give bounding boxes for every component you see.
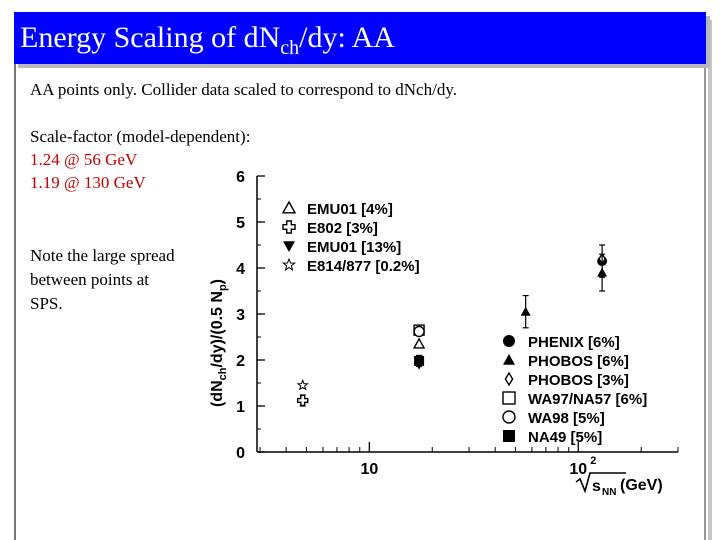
sqrt-icon	[575, 472, 626, 494]
legend-marker-square-open	[502, 391, 516, 405]
x-tick-label: 10	[360, 461, 378, 478]
scale-factor-130: 1.19 @ 130 GeV	[30, 173, 146, 192]
legend-marker-cross-open	[282, 220, 296, 234]
data-point-triangle-down	[414, 360, 425, 370]
x-tick-label: 10	[569, 461, 587, 478]
legend-marker-star	[281, 257, 297, 272]
legend-label: E802 [3%]	[307, 220, 378, 237]
data-point-triangle	[520, 306, 531, 316]
scale-factor-heading: Scale-factor (model-dependent):	[30, 127, 251, 146]
legend-label: PHOBOS [3%]	[528, 372, 629, 389]
y-tick-label: 5	[236, 215, 245, 232]
note-line-2: between points at	[30, 270, 149, 289]
legend-label: EMU01 [13%]	[307, 239, 401, 256]
legend-label: EMU01 [4%]	[307, 201, 393, 218]
legend-marker-triangle	[503, 354, 515, 365]
note-line-1: Note the large spread	[30, 246, 175, 265]
note-line-3: SPS.	[30, 294, 63, 313]
data-point-cross-open	[297, 394, 309, 407]
svg-text:s: s	[592, 478, 601, 495]
y-tick-label: 6	[236, 169, 245, 186]
legend-marker-diamond-open	[504, 371, 514, 387]
x-axis-label: s NN (GeV)	[575, 472, 663, 498]
legend-label: NA49 [5%]	[528, 429, 602, 446]
y-axis-label: (dNch/dy)/(0.5 Np)	[209, 279, 229, 407]
title-tail: /dy: AA	[299, 21, 395, 54]
data-point-triangle	[597, 267, 608, 277]
y-tick-label: 1	[236, 399, 245, 416]
legend-marker-triangle-open	[281, 200, 297, 214]
title-main: Energy Scaling of dN	[20, 21, 281, 54]
slide-frame	[14, 64, 706, 540]
title-subscript: ch	[280, 37, 300, 59]
intro-line: AA points only. Collider data scaled to …	[30, 80, 457, 99]
svg-text:(GeV): (GeV)	[620, 477, 663, 494]
data-point-triangle-open	[412, 337, 426, 349]
legend-label: E814/877 [0.2%]	[307, 258, 420, 275]
legend-marker-triangle-down	[283, 241, 295, 252]
svg-text:NN: NN	[602, 487, 616, 498]
legend-label: PHOBOS [6%]	[528, 353, 629, 370]
legend-label: PHENIX [6%]	[528, 334, 620, 351]
data-point-circle-open	[413, 325, 425, 338]
legend-marker-circle-open	[502, 410, 516, 424]
x-tick-exponent: 2	[590, 455, 596, 467]
legend-label: WA97/NA57 [6%]	[528, 391, 647, 408]
slide-shadow	[708, 20, 712, 540]
y-tick-label: 4	[236, 261, 245, 278]
scale-factor-56: 1.24 @ 56 GeV	[30, 150, 138, 169]
legend-label: WA98 [5%]	[528, 410, 605, 427]
title-bar: Energy Scaling of dNch/dy: AA	[14, 12, 706, 64]
y-tick-label: 3	[236, 307, 245, 324]
data-point-star	[296, 378, 309, 391]
legend-marker-square	[503, 430, 515, 442]
y-tick-label: 0	[236, 445, 245, 462]
legend-marker-circle	[503, 335, 515, 347]
slide-title: Energy Scaling of dNch/dy: AA	[20, 18, 395, 68]
y-tick-label: 2	[236, 353, 245, 370]
